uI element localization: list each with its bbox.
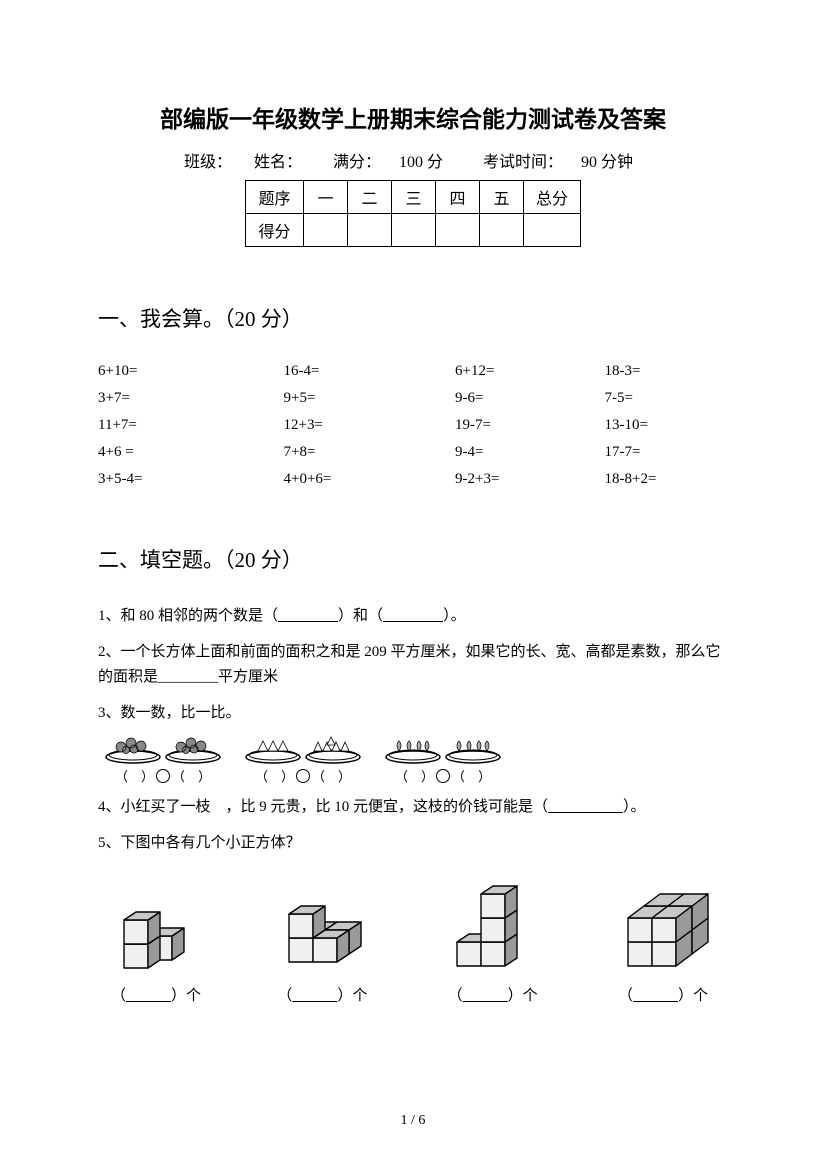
page-title: 部编版一年级数学上册期末综合能力测试卷及答案	[98, 100, 728, 134]
plate-compare-label: （ ）（ ）	[384, 766, 502, 785]
fruit-plate-icon	[384, 732, 442, 764]
cube-stack-icon	[608, 880, 718, 976]
calc-cell: 13-10=	[571, 417, 729, 434]
calc-cell: 7+8=	[256, 444, 414, 461]
question-3-label: 3、数一数，比一比。	[98, 701, 728, 727]
calc-cell: 18-3=	[571, 363, 729, 380]
plate-compare-label: （ ）（ ）	[104, 766, 222, 785]
fruit-plate-icon	[444, 732, 502, 764]
page-footer: 1 / 6	[0, 1113, 826, 1129]
cube-stack-icon	[108, 884, 204, 976]
plate-group: （ ）（ ）	[244, 732, 362, 785]
question-2: 2、一个长方体上面和前面的面积之和是 209 平方厘米，如果它的长、宽、高都是素…	[98, 640, 728, 691]
calc-cell: 3+5-4=	[98, 471, 256, 488]
cube-stack-icon	[441, 872, 545, 976]
calc-cell: 9-4=	[413, 444, 571, 461]
cube-stack-icon	[267, 884, 377, 976]
fruit-plate-icon	[104, 732, 162, 764]
cube-count-label: （ ）个	[267, 984, 377, 1005]
header-cell: 一	[303, 181, 347, 214]
score-cell	[523, 214, 580, 247]
header-cell: 题序	[245, 181, 303, 214]
plate-figures: （ ）（ ） （ ）（ ）	[104, 732, 728, 785]
header-cell: 五	[479, 181, 523, 214]
cube-figure: （ ）个	[108, 884, 204, 1005]
section1-heading: 一、我会算。（20 分）	[98, 303, 728, 333]
score-cell	[391, 214, 435, 247]
time-label: 考试时间：90 分钟	[474, 154, 642, 171]
fruit-plate-icon	[244, 732, 302, 764]
calc-grid: 6+10= 16-4= 6+12= 18-3= 3+7= 9+5= 9-6= 7…	[98, 363, 728, 488]
calc-cell: 9-2+3=	[413, 471, 571, 488]
full-score-label: 满分：100 分	[324, 154, 452, 171]
header-cell: 总分	[523, 181, 580, 214]
info-line: 班级： 姓名： 满分：100 分 考试时间：90 分钟	[98, 148, 728, 172]
fruit-plate-icon	[304, 732, 362, 764]
calc-cell: 17-7=	[571, 444, 729, 461]
score-table: 题序 一 二 三 四 五 总分 得分	[245, 180, 581, 247]
score-cell	[435, 214, 479, 247]
score-row-label: 得分	[245, 214, 303, 247]
score-cell	[347, 214, 391, 247]
plate-group: （ ）（ ）	[104, 732, 222, 785]
calc-cell: 6+10=	[98, 363, 256, 380]
plate-group: （ ）（ ）	[384, 732, 502, 785]
table-header-row: 题序 一 二 三 四 五 总分	[245, 181, 580, 214]
calc-cell: 6+12=	[413, 363, 571, 380]
class-label: 班级：	[184, 154, 232, 171]
cube-row: （ ）个	[108, 872, 718, 1005]
calc-cell: 19-7=	[413, 417, 571, 434]
header-cell: 三	[391, 181, 435, 214]
calc-cell: 4+6 =	[98, 444, 256, 461]
calc-cell: 9+5=	[256, 390, 414, 407]
header-cell: 二	[347, 181, 391, 214]
calc-cell: 7-5=	[571, 390, 729, 407]
score-cell	[303, 214, 347, 247]
calc-cell: 12+3=	[256, 417, 414, 434]
cube-count-label: （ ）个	[441, 984, 545, 1005]
section2-heading: 二、填空题。（20 分）	[98, 544, 728, 574]
name-label: 姓名：	[254, 154, 302, 171]
question-5-label: 5、下图中各有几个小正方体？	[98, 831, 728, 857]
cube-count-label: （ ）个	[108, 984, 204, 1005]
table-score-row: 得分	[245, 214, 580, 247]
score-cell	[479, 214, 523, 247]
cube-figure: （ ）个	[608, 880, 718, 1005]
calc-cell: 3+7=	[98, 390, 256, 407]
plate-compare-label: （ ）（ ）	[244, 766, 362, 785]
calc-cell: 11+7=	[98, 417, 256, 434]
question-4: 4、小红买了一枝 ，比 9 元贵，比 10 元便宜，这枝的价钱可能是（ ）。	[98, 795, 728, 821]
cube-figure: （ ）个	[441, 872, 545, 1005]
fruit-plate-icon	[164, 732, 222, 764]
cube-figure: （ ）个	[267, 884, 377, 1005]
header-cell: 四	[435, 181, 479, 214]
calc-cell: 16-4=	[256, 363, 414, 380]
cube-count-label: （ ）个	[608, 984, 718, 1005]
question-1: 1、和 80 相邻的两个数是（ ）和（ ）。	[98, 604, 728, 630]
calc-cell: 4+0+6=	[256, 471, 414, 488]
calc-cell: 9-6=	[413, 390, 571, 407]
calc-cell: 18-8+2=	[571, 471, 729, 488]
